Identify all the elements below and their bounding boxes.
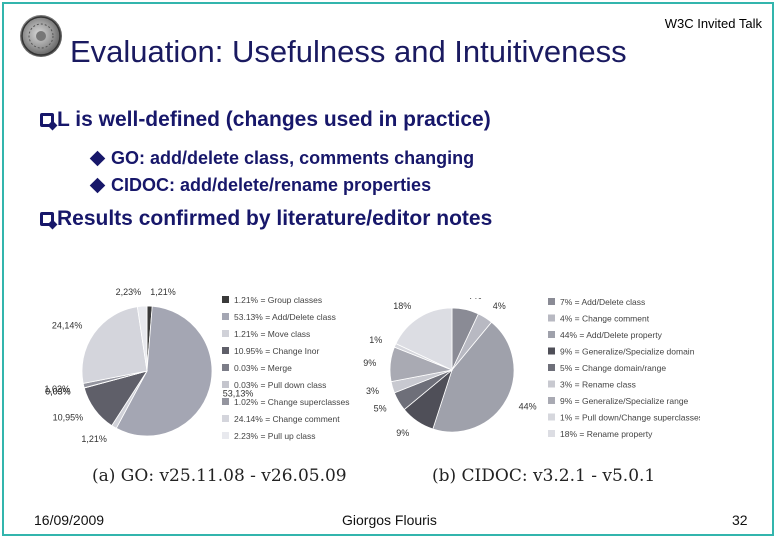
- legend-swatch: [548, 364, 555, 371]
- footer-page-number: 32: [732, 512, 748, 528]
- legend-entry: 0.03% = Pull down class: [234, 380, 326, 390]
- checkbox-bullet-icon: [40, 212, 54, 226]
- legend-entry: 0.03% = Merge: [234, 363, 292, 373]
- pie-data-label: 2,23%: [116, 287, 142, 297]
- pie-data-label: 3%: [366, 386, 379, 396]
- university-seal-logo: [20, 15, 62, 57]
- pie-data-label: 24,14%: [52, 321, 83, 331]
- legend-swatch: [222, 381, 229, 388]
- legend-entry: 1.21% = Move class: [234, 329, 310, 339]
- legend-swatch: [548, 298, 555, 305]
- chart-cidoc-pie: 7% 4% 44% 9% 5% 3% 9% 1% 18% 7% = Add/Delete clas…: [363, 298, 700, 439]
- chart-a-caption: (a) GO: v25.11.08 - v26.05.09: [92, 466, 347, 486]
- pie-data-label: 18%: [393, 301, 411, 311]
- legend-entry: 1.02% = Change superclasses: [234, 397, 350, 407]
- bullet-4-text: Results confirmed by literature/editor n…: [57, 207, 493, 230]
- legend-entry: 9% = Generalize/Specialize domain: [560, 347, 695, 357]
- pie-data-label: 10,95%: [53, 413, 84, 423]
- legend-entry: 9% = Generalize/Specialize range: [560, 396, 689, 406]
- legend-swatch: [222, 364, 229, 371]
- legend-entry: 1% = Pull down/Change superclasses: [560, 413, 700, 423]
- legend-entry: 4% = Change comment: [560, 314, 650, 324]
- legend-swatch: [548, 430, 555, 437]
- legend-entry: 3% = Rename class: [560, 380, 636, 390]
- legend-entry: 24.14% = Change comment: [234, 414, 340, 424]
- pie-slice: [395, 307, 453, 371]
- slide-frame: [2, 2, 774, 536]
- slide-title: Evaluation: Usefulness and Intuitiveness: [70, 34, 627, 69]
- pie-data-label: 1%: [369, 335, 382, 345]
- event-tag: W3C Invited Talk: [664, 16, 762, 31]
- pie-slice: [432, 321, 515, 433]
- legend-swatch: [222, 347, 229, 354]
- pie-data-label: 9%: [363, 358, 376, 368]
- pie-data-label: 0,03%: [45, 387, 71, 397]
- legend-entry: 18% = Rename property: [560, 429, 653, 439]
- footer-author: Giorgos Flouris: [342, 512, 437, 528]
- legend-swatch: [222, 398, 229, 405]
- chart-go-pie: 1,21%53,13%1,21%10,95%0,03%0,03%1,02%24,…: [44, 287, 350, 444]
- legend-swatch: [548, 347, 555, 355]
- legend-swatch: [222, 432, 229, 439]
- pie-data-label: 4%: [493, 301, 506, 311]
- diamond-bullet-icon: [89, 150, 106, 167]
- legend-swatch: [548, 380, 555, 388]
- checkbox-bullet-icon: [40, 113, 54, 127]
- pie-data-label: 1,21%: [150, 287, 176, 297]
- legend-entry: 5% = Change domain/range: [560, 363, 666, 373]
- legend-swatch: [548, 397, 555, 404]
- legend-swatch: [222, 296, 229, 303]
- bullet-4: Results confirmed by literature/editor n…: [40, 207, 492, 231]
- pie-slice: [136, 305, 148, 372]
- bullet-3: CIDOC: add/delete/rename properties: [89, 175, 432, 196]
- diamond-bullet-icon: [89, 177, 106, 194]
- footer-date: 16/09/2009: [34, 512, 105, 528]
- pie-data-label: 7%: [469, 298, 482, 301]
- legend-entry: 7% = Add/Delete class: [560, 298, 645, 307]
- bullet-1-text: L is well-defined (changes used in pract…: [57, 108, 491, 131]
- pie-data-label: 0,03%: [45, 387, 71, 397]
- pie-data-label: 9%: [396, 428, 409, 438]
- legend-entry: 53.13% = Add/Delete class: [234, 312, 336, 322]
- bullet-2: GO: add/delete class, comments changing: [89, 148, 475, 169]
- bullet-1: L is well-defined (changes used in pract…: [40, 108, 491, 132]
- legend-swatch: [548, 413, 555, 421]
- bullet-3-text: CIDOC: add/delete/rename properties: [111, 175, 432, 195]
- pie-slice: [81, 306, 148, 384]
- pie-slice: [115, 305, 213, 437]
- legend-entry: 44% = Add/Delete property: [560, 330, 663, 340]
- legend-swatch: [222, 313, 229, 320]
- pie-data-label: 1,02%: [44, 384, 70, 394]
- chart-b-caption: (b) CIDOC: v3.2.1 - v5.0.1: [432, 466, 656, 486]
- pie-data-label: 44%: [519, 402, 537, 412]
- legend-swatch: [548, 314, 555, 322]
- legend-entry: 1.21% = Group classes: [234, 295, 322, 305]
- legend-swatch: [222, 415, 229, 422]
- pie-data-label: 5%: [374, 404, 387, 414]
- pie-data-label: 53,13%: [223, 388, 254, 398]
- legend-swatch: [548, 331, 555, 338]
- bullet-2-text: GO: add/delete class, comments changing: [111, 148, 475, 168]
- legend-entry: 2.23% = Pull up class: [234, 431, 316, 441]
- pie-data-label: 1,21%: [81, 434, 107, 444]
- legend-entry: 10.95% = Change Inor: [234, 346, 319, 356]
- legend-swatch: [222, 330, 229, 337]
